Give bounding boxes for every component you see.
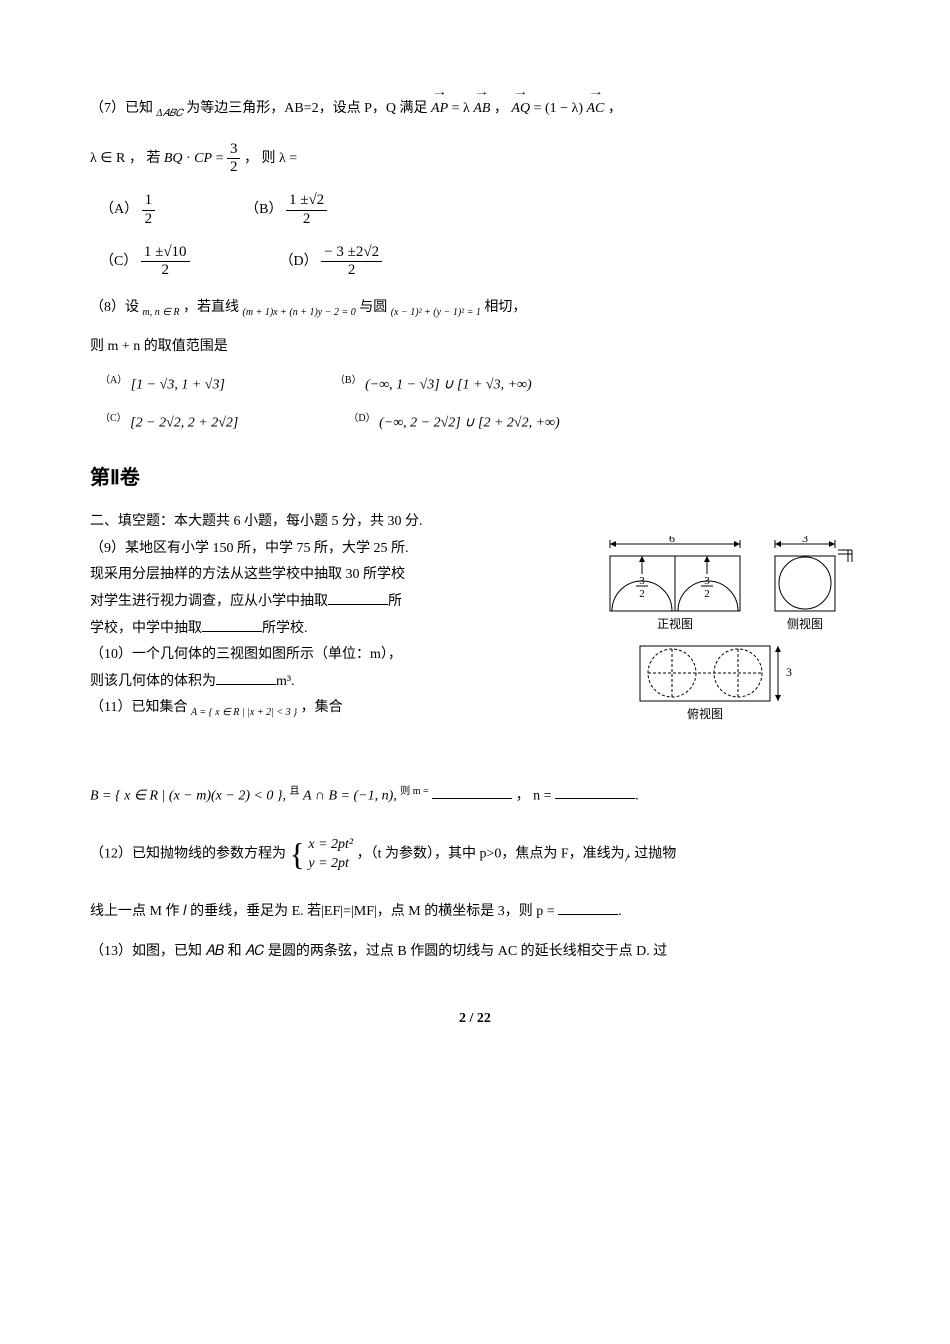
vec-AQ: AQ	[511, 94, 530, 123]
question-13: （13）如图，已知 𝐴𝐵 和 𝐴𝐶 是圆的两条弦，过点 B 作圆的切线与 AC …	[90, 939, 860, 966]
three-view-figure: 6 3 2 3 2 正视图 3 侧视图	[600, 536, 860, 746]
q7-opt-d: （D） − 3 ±2√22	[280, 244, 383, 280]
fig-label-6: 6	[669, 536, 675, 545]
q7-l2pre: λ ∈ R ， 若	[90, 151, 164, 166]
q7-comma2: ，	[608, 101, 622, 116]
fig-side-label: 侧视图	[787, 616, 823, 631]
q8-then: 则 m + n 的取值范围是	[90, 334, 860, 361]
vec-AB: AB	[473, 94, 490, 123]
q8-row2: （C） [2 − 2√2, 2 + 2√2] （D） (−∞, 2 − 2√2]…	[100, 409, 860, 437]
q7-line2: λ ∈ R ， 若 BQ · CP = 3 2 ， 则 λ =	[90, 141, 860, 177]
q7-frac: 3 2	[227, 141, 241, 177]
svg-text:3: 3	[704, 575, 710, 587]
q7-l2post: ， 则 λ =	[244, 151, 297, 166]
q8-line1: （8）设 m, n ∈ R ，若直线 (m + 1)x + (n + 1)y −…	[90, 295, 860, 322]
q12-l2: 线上一点 M 作 𝑙 的垂线，垂足为 E. 若|EF|=|MF|，点 M 的横坐…	[90, 899, 860, 926]
q7-options-row2: （C） 1 ±√102 （D） − 3 ±2√22	[100, 244, 860, 280]
blank-9b	[202, 617, 262, 632]
q9-l4: 学校，中学中抽取所学校.	[90, 616, 530, 643]
blank-10	[216, 670, 276, 685]
blank-11n	[555, 784, 635, 799]
q7-pre: （7）已知	[90, 101, 153, 116]
q11-l2: B = { x ∈ R | (x − m)(x − 2) < 0 }, 且 A …	[90, 782, 860, 810]
q7-line1: （7）已知 Δ𝐴𝐵𝐶 为等边三角形，AB=2，设点 P，Q 满足 AP = λ …	[90, 94, 860, 123]
q10-l1: （10）一个几何体的三视图如图所示（单位：m），	[90, 642, 530, 669]
svg-text:2: 2	[704, 588, 710, 600]
q9-l1: （9）某地区有小学 150 所，中学 75 所，大学 25 所.	[90, 536, 530, 563]
q7-opt-b: （B） 1 ±√22	[245, 192, 327, 228]
question-12: （12）已知抛物线的参数方程为 { x = 2pt² y = 2pt ，（t 为…	[90, 824, 860, 925]
svg-text:2: 2	[639, 588, 645, 600]
q7-options-row1: （A） 12 （B） 1 ±√22	[100, 192, 860, 228]
fig-top-label: 俯视图	[687, 706, 723, 721]
q8-opt-a: （A） [1 − √3, 1 + √3]	[100, 371, 225, 399]
q7-triangle: Δ𝐴𝐵𝐶	[157, 108, 183, 119]
blank-9a	[328, 590, 388, 605]
q7-opt-c: （C） 1 ±√102	[100, 244, 190, 280]
q11-l1: （11）已知集合 A = { x ∈ R | |x + 2| < 3 } ，集合	[90, 695, 530, 722]
q7-bq: BQ	[164, 151, 183, 166]
fig-front-label: 正视图	[657, 616, 693, 631]
question-8: （8）设 m, n ∈ R ，若直线 (m + 1)x + (n + 1)y −…	[90, 295, 860, 437]
q9-l2: 现采用分层抽样的方法从这些学校中抽取 30 所学校	[90, 562, 530, 589]
blank-12	[558, 900, 618, 915]
page-footer: 2 / 22	[90, 1006, 860, 1033]
question-9: （9）某地区有小学 150 所，中学 75 所，大学 25 所. 现采用分层抽样…	[90, 536, 530, 642]
section-2-title: 第Ⅱ卷	[90, 459, 860, 497]
q8-opt-d: （D） (−∞, 2 − 2√2] ∪ [2 + 2√2, +∞)	[348, 409, 559, 437]
q7-cp: CP	[194, 151, 212, 166]
q7-v2r: = (1 − λ)	[534, 101, 583, 116]
q7-comma: ，	[494, 101, 508, 116]
q7-opt-a: （A） 12	[100, 192, 155, 228]
q7-v1r: = λ	[452, 101, 470, 116]
q8-row1: （A） [1 − √3, 1 + √3] （B） (−∞, 1 − √3] ∪ …	[100, 371, 860, 399]
question-10: （10）一个几何体的三视图如图所示（单位：m）， 则该几何体的体积为m³.	[90, 642, 530, 695]
q12-l1: （12）已知抛物线的参数方程为 { x = 2pt² y = 2pt ，（t 为…	[90, 824, 860, 885]
fill-intro: 二、填空题：本大题共 6 小题，每小题 5 分，共 30 分.	[90, 509, 860, 536]
fig-label-3: 3	[802, 536, 808, 545]
question-7: （7）已知 Δ𝐴𝐵𝐶 为等边三角形，AB=2，设点 P，Q 满足 AP = λ …	[90, 94, 860, 279]
q7-mid1: 为等边三角形，AB=2，设点 P，Q 满足	[186, 101, 427, 116]
vec-AC: AC	[587, 94, 605, 123]
blank-11m	[432, 784, 512, 799]
svg-text:3: 3	[639, 575, 645, 587]
q10-l2: 则该几何体的体积为m³.	[90, 669, 530, 696]
q9-l3: 对学生进行视力调查，应从小学中抽取所	[90, 589, 530, 616]
fig-height-3: 3	[786, 665, 792, 679]
vec-AP: AP	[431, 94, 448, 123]
q8-opt-b: （B） (−∞, 1 − √3] ∪ [1 + √3, +∞)	[335, 371, 532, 399]
q8-opt-c: （C） [2 − 2√2, 2 + 2√2]	[100, 409, 238, 437]
